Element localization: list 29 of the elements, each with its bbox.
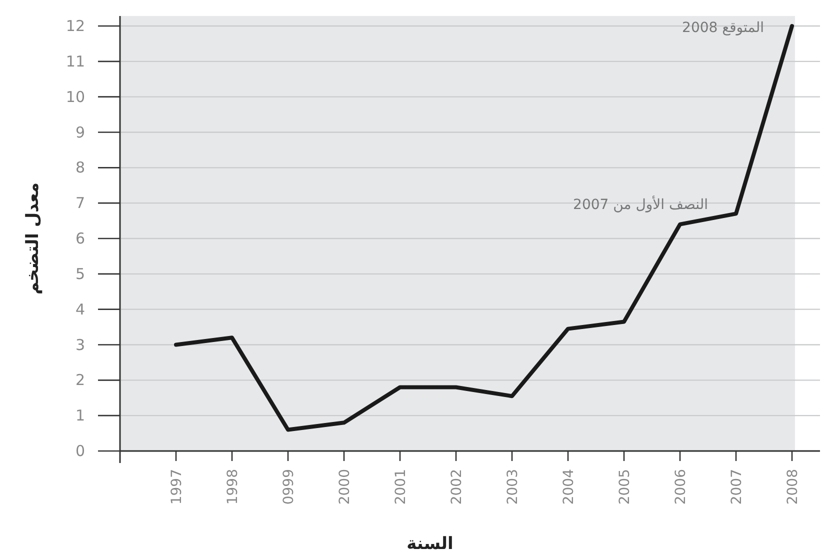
y-tick-label: 7 [75,194,85,212]
annotation: المتوقع 2008 [682,20,764,36]
x-tick-label: 2001 [393,469,409,505]
x-tick-label: 2007 [729,469,745,505]
y-tick-label: 8 [75,158,85,177]
x-tick-label: 1998 [225,469,241,505]
y-tick-label: 3 [75,336,85,354]
y-tick-label: 4 [75,300,85,318]
x-tick-label: 2000 [337,469,353,505]
y-tick-label: 12 [66,17,85,35]
x-tick-label: 2004 [561,468,577,505]
y-tick-label: 9 [75,123,85,142]
x-tick-label: 0999 [281,469,297,505]
x-tick-label: 2005 [617,469,633,505]
y-tick-label: 2 [75,371,85,390]
x-tick-label: 2002 [449,469,465,505]
y-tick-label: 11 [66,52,85,70]
y-tick-label: 10 [66,88,85,106]
x-tick-label: 2008 [785,469,801,505]
y-tick-label: 1 [75,406,85,425]
y-tick-label: 5 [75,264,85,283]
x-tick-label: 2006 [673,468,689,505]
annotation: النصف الأول من 2007 [573,195,708,214]
y-tick-label: 6 [75,230,85,248]
y-axis-title: معدل التضخم [23,182,43,295]
y-tick-label: 0 [75,442,85,460]
x-axis-title: السنة [406,534,454,553]
x-tick-label: 1997 [169,469,185,505]
x-tick-label: 2003 [505,469,521,505]
